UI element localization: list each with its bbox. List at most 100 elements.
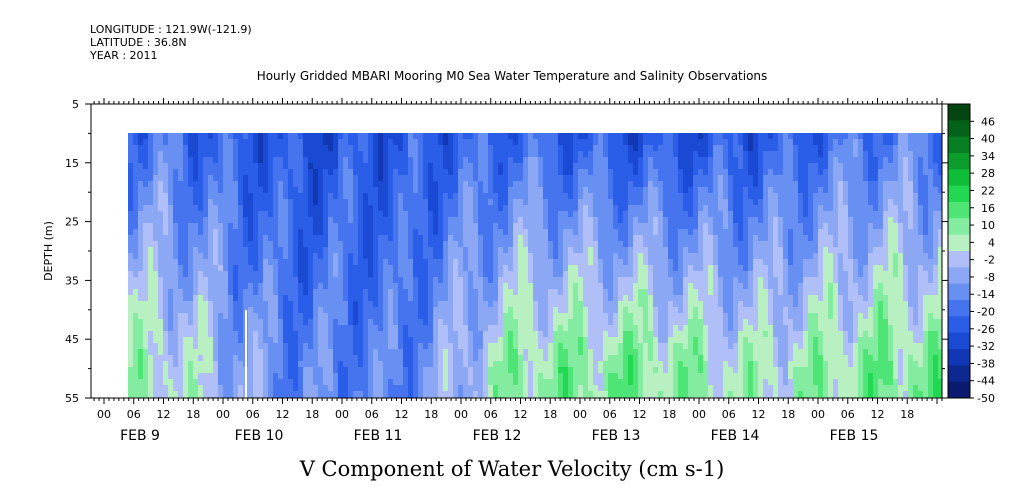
heatmap-cell <box>643 265 648 271</box>
heatmap-cell <box>663 319 668 325</box>
heatmap-cell <box>633 247 638 253</box>
heatmap-cell <box>248 241 253 247</box>
heatmap-cell <box>273 139 278 145</box>
heatmap-cell <box>558 313 563 319</box>
heatmap-cell <box>408 283 413 289</box>
heatmap-cell <box>593 355 598 361</box>
heatmap-cell <box>248 277 253 283</box>
heatmap-cell <box>663 367 668 373</box>
heatmap-cell <box>668 277 673 283</box>
heatmap-cell <box>288 169 293 175</box>
heatmap-cell <box>533 301 538 307</box>
heatmap-cell <box>678 379 683 385</box>
heatmap-cell <box>238 325 243 331</box>
heatmap-cell <box>363 145 368 151</box>
heatmap-cell <box>353 265 358 271</box>
heatmap-cell <box>593 229 598 235</box>
heatmap-cell <box>613 163 618 169</box>
heatmap-cell <box>548 193 553 199</box>
heatmap-cell <box>448 307 453 313</box>
heatmap-cell <box>468 241 473 247</box>
heatmap-cell <box>133 259 138 265</box>
heatmap-cell <box>238 301 243 307</box>
heatmap-cell <box>138 271 143 277</box>
heatmap-cell <box>468 193 473 199</box>
heatmap-cell <box>178 259 183 265</box>
heatmap-cell <box>278 373 283 379</box>
heatmap-cell <box>338 199 343 205</box>
heatmap-cell <box>183 157 188 163</box>
heatmap-cell <box>488 205 493 211</box>
heatmap-cell <box>238 289 243 295</box>
heatmap-cell <box>228 205 233 211</box>
heatmap-cell <box>348 241 353 247</box>
heatmap-cell <box>633 307 638 313</box>
heatmap-cell <box>643 223 648 229</box>
heatmap-cell <box>618 301 623 307</box>
heatmap-cell <box>278 313 283 319</box>
heatmap-cell <box>213 133 218 139</box>
heatmap-cell <box>403 151 408 157</box>
heatmap-cell <box>538 283 543 289</box>
heatmap-cell <box>323 361 328 367</box>
heatmap-cell <box>373 355 378 361</box>
heatmap-cell <box>663 187 668 193</box>
heatmap-cell <box>128 223 133 229</box>
heatmap-cell <box>398 361 403 367</box>
heatmap-cell <box>403 373 408 379</box>
heatmap-cell <box>413 253 418 259</box>
heatmap-cell <box>503 349 508 355</box>
heatmap-cell <box>213 169 218 175</box>
heatmap-cell <box>478 391 483 397</box>
heatmap-cell <box>273 133 278 139</box>
heatmap-cell <box>653 181 658 187</box>
heatmap-cell <box>488 271 493 277</box>
heatmap-cell <box>373 373 378 379</box>
heatmap-cell <box>573 253 578 259</box>
heatmap-cell <box>148 295 153 301</box>
heatmap-cell <box>403 205 408 211</box>
heatmap-cell <box>388 223 393 229</box>
heatmap-cell <box>298 271 303 277</box>
heatmap-cell <box>503 361 508 367</box>
heatmap-cell <box>298 217 303 223</box>
heatmap-cell <box>443 265 448 271</box>
heatmap-cell <box>343 331 348 337</box>
heatmap-cell <box>588 247 593 253</box>
heatmap-cell <box>163 277 168 283</box>
heatmap-cell <box>423 187 428 193</box>
heatmap-cell <box>353 331 358 337</box>
heatmap-cell <box>543 163 548 169</box>
heatmap-cell <box>218 385 223 391</box>
heatmap-cell <box>528 211 533 217</box>
heatmap-cell <box>323 247 328 253</box>
heatmap-cell <box>618 319 623 325</box>
heatmap-cell <box>638 199 643 205</box>
heatmap-cell <box>523 295 528 301</box>
heatmap-cell <box>433 229 438 235</box>
heatmap-cell <box>608 235 613 241</box>
heatmap-cell <box>328 361 333 367</box>
heatmap-cell <box>468 379 473 385</box>
heatmap-cell <box>333 271 338 277</box>
heatmap-cell <box>508 325 513 331</box>
heatmap-cell <box>268 355 273 361</box>
heatmap-cell <box>538 271 543 277</box>
heatmap-cell <box>588 253 593 259</box>
heatmap-cell <box>278 271 283 277</box>
heatmap-cell <box>503 277 508 283</box>
heatmap-cell <box>433 253 438 259</box>
heatmap-cell <box>168 175 173 181</box>
heatmap-cell <box>513 283 518 289</box>
heatmap-cell <box>288 235 293 241</box>
heatmap-cell <box>508 313 513 319</box>
heatmap-cell <box>293 157 298 163</box>
heatmap-cell <box>453 367 458 373</box>
heatmap-cell <box>308 325 313 331</box>
heatmap-cell <box>473 187 478 193</box>
heatmap-cell <box>628 265 633 271</box>
heatmap-cell <box>213 235 218 241</box>
heatmap-cell <box>523 313 528 319</box>
heatmap-cell <box>363 289 368 295</box>
heatmap-cell <box>578 157 583 163</box>
